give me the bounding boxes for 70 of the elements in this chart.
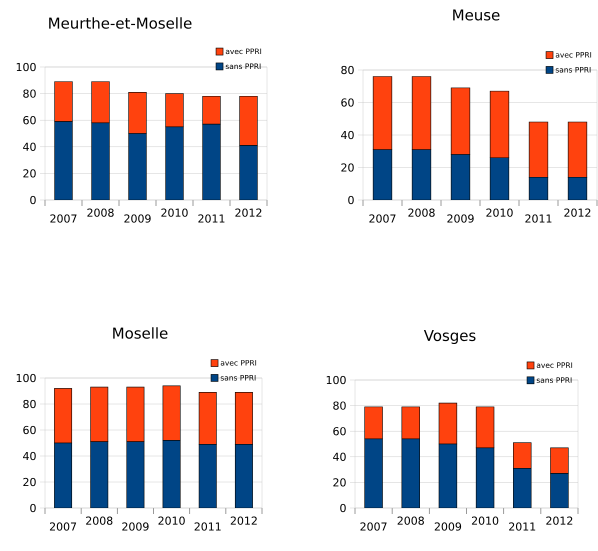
x-tick-label: 2012 bbox=[546, 516, 572, 525]
y-tick-label: 0 bbox=[340, 504, 346, 512]
bar bbox=[126, 441, 144, 508]
x-tick-label: 2009 bbox=[434, 522, 462, 531]
x-tick-label: 2009 bbox=[124, 214, 151, 223]
x-tick-label: 2008 bbox=[398, 516, 424, 525]
bar bbox=[528, 176, 548, 200]
y-tick-label: 80 bbox=[23, 400, 36, 408]
x-tick-label: 2010 bbox=[158, 516, 185, 525]
bar bbox=[412, 149, 432, 200]
x-tick-label: 2011 bbox=[194, 522, 221, 531]
y-tick-label: 0 bbox=[30, 196, 36, 204]
y-tick-label: 80 bbox=[23, 89, 36, 98]
bar bbox=[490, 157, 510, 200]
x-tick-label: 2008 bbox=[87, 208, 114, 217]
y-tick-label: 100 bbox=[326, 376, 346, 384]
x-tick-label: 2010 bbox=[161, 208, 188, 217]
bar bbox=[476, 448, 494, 508]
y-tick-label: 80 bbox=[341, 66, 354, 74]
x-tick-label: 2007 bbox=[50, 522, 76, 531]
chart-title: Meuse bbox=[453, 9, 500, 21]
x-tick-label: 2007 bbox=[50, 214, 76, 223]
y-tick-label: 40 bbox=[341, 130, 354, 140]
x-tick-label: 2011 bbox=[198, 214, 224, 223]
x-tick-label: 2012 bbox=[235, 208, 262, 217]
bar bbox=[550, 473, 569, 508]
y-tick-label: 40 bbox=[23, 452, 36, 460]
chart-title: Moselle bbox=[113, 327, 168, 339]
x-tick-label: 2010 bbox=[472, 516, 498, 525]
y-tick-label: 0 bbox=[348, 196, 354, 204]
y-tick-label: 0 bbox=[30, 504, 36, 512]
bar bbox=[54, 442, 72, 508]
x-tick-label: 2012 bbox=[564, 208, 590, 217]
y-tick-label: 100 bbox=[16, 374, 36, 382]
bar bbox=[198, 444, 217, 508]
y-tick-label: 20 bbox=[333, 478, 346, 487]
bar bbox=[568, 176, 588, 200]
bar bbox=[162, 440, 181, 508]
y-tick-label: 40 bbox=[23, 142, 36, 151]
bar bbox=[438, 444, 458, 508]
x-tick-label: 2009 bbox=[122, 522, 149, 531]
y-tick-label: 60 bbox=[341, 98, 354, 107]
bar bbox=[450, 154, 470, 200]
x-tick-label: 2008 bbox=[408, 208, 435, 217]
x-tick-label: 2010 bbox=[486, 208, 513, 217]
x-tick-label: 2011 bbox=[509, 522, 536, 531]
y-tick-label: 20 bbox=[23, 478, 36, 486]
bar bbox=[372, 149, 392, 200]
chart-title: Vosges bbox=[424, 330, 476, 344]
y-tick-label: 20 bbox=[23, 169, 36, 178]
x-tick-label: 2009 bbox=[447, 214, 474, 223]
x-tick-label: 2007 bbox=[360, 522, 387, 531]
bar bbox=[513, 468, 532, 508]
y-tick-label: 60 bbox=[333, 427, 346, 436]
bar bbox=[90, 441, 108, 508]
y-tick-label: 80 bbox=[333, 401, 346, 410]
y-tick-label: 40 bbox=[333, 452, 346, 461]
y-tick-label: 20 bbox=[341, 163, 354, 172]
y-tick-label: 100 bbox=[16, 62, 36, 72]
bar bbox=[402, 438, 420, 508]
x-tick-label: 2007 bbox=[369, 214, 396, 223]
y-tick-label: 60 bbox=[23, 426, 36, 434]
bar bbox=[234, 444, 253, 508]
chart-title: Meurthe-et-Moselle bbox=[49, 17, 192, 29]
x-tick-label: 2012 bbox=[230, 516, 257, 525]
x-tick-label: 2011 bbox=[525, 214, 552, 223]
bar bbox=[364, 438, 383, 508]
bar bbox=[513, 442, 532, 469]
y-tick-label: 60 bbox=[23, 116, 36, 124]
x-tick-label: 2008 bbox=[86, 516, 112, 525]
